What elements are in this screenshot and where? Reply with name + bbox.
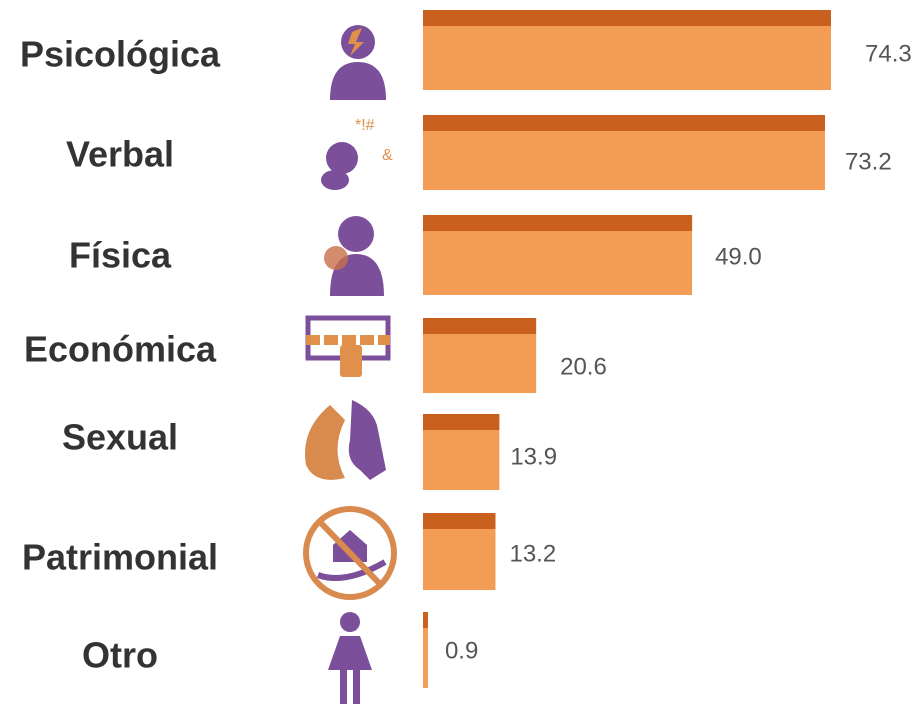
bar: [423, 612, 428, 688]
bar-top: [423, 215, 693, 231]
icon-hand: [316, 559, 387, 581]
value-label: 73.2: [845, 148, 892, 175]
bar: [423, 318, 537, 393]
icon-symbols: &: [382, 147, 393, 164]
icon-ban: [303, 506, 397, 600]
icons: *!# &: [303, 25, 397, 704]
icon-figure: [305, 405, 345, 480]
value-label: 13.9: [510, 443, 557, 470]
icon-head: [326, 142, 358, 174]
icon-body: [330, 62, 386, 100]
icon-leg: [353, 668, 360, 704]
category-label: Sexual: [62, 417, 178, 458]
icon-head: [338, 216, 374, 252]
icon-bolt: [348, 28, 364, 56]
category-label: Física: [69, 235, 172, 276]
bar-top: [423, 318, 537, 334]
icon-body: [321, 170, 349, 190]
icon-lock: [340, 345, 362, 377]
bar: [423, 10, 831, 90]
icon-hit: [324, 246, 348, 270]
value-label: 49.0: [715, 243, 762, 270]
bar: [423, 414, 500, 490]
icon-figure: [348, 400, 386, 480]
icon-body: [328, 636, 372, 670]
category-label: Económica: [24, 329, 217, 370]
bar-top: [423, 612, 428, 628]
bar-top: [423, 115, 825, 131]
bar-top: [423, 414, 500, 430]
icon-house: [333, 530, 367, 562]
bar-top: [423, 10, 831, 26]
value-label: 13.2: [509, 540, 556, 567]
value-label: 0.9: [445, 637, 478, 664]
value-label: 74.3: [865, 40, 912, 67]
bar-body: [423, 612, 428, 688]
category-label: Patrimonial: [22, 537, 218, 578]
icon-leg: [340, 668, 347, 704]
category-label: Psicológica: [20, 34, 221, 75]
icon-symbols: *!#: [355, 117, 375, 134]
category-label: Otro: [82, 635, 158, 676]
bar: [423, 115, 825, 190]
category-label: Verbal: [66, 134, 174, 175]
bar: [423, 215, 693, 295]
icon-head: [340, 612, 360, 632]
bar-top: [423, 513, 496, 529]
bar: [423, 513, 496, 590]
value-label: 20.6: [560, 353, 607, 380]
icon-ban-line: [317, 519, 383, 587]
